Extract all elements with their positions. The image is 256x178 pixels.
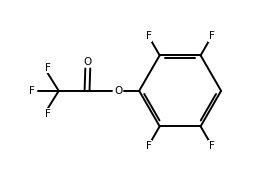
Text: F: F xyxy=(209,141,215,151)
Text: F: F xyxy=(45,109,50,119)
Text: F: F xyxy=(146,31,151,41)
Text: F: F xyxy=(209,31,215,41)
Text: F: F xyxy=(29,86,35,96)
Text: F: F xyxy=(45,63,50,73)
Text: F: F xyxy=(146,141,151,151)
Text: O: O xyxy=(84,57,92,67)
Text: O: O xyxy=(114,86,122,96)
